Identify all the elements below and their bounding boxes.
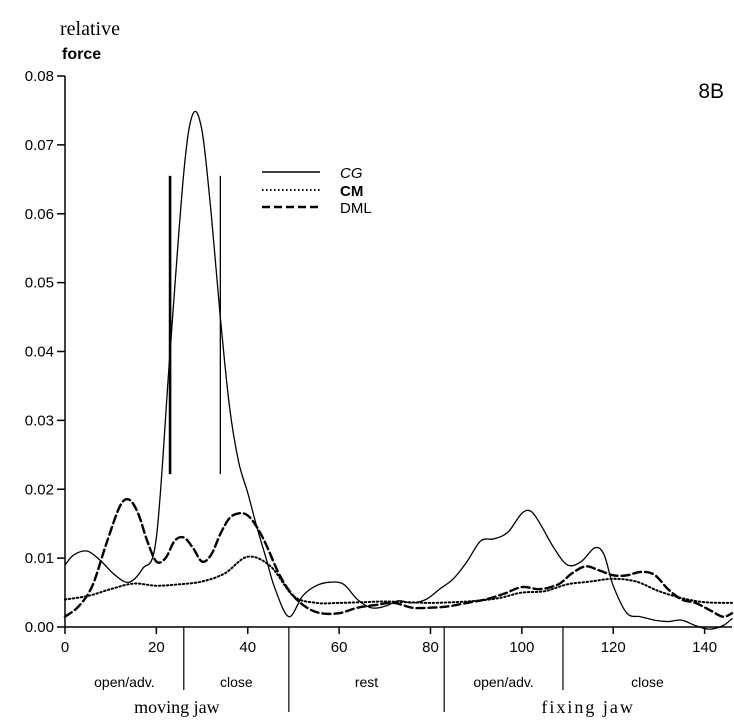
legend-label-cg: CG [340,165,363,182]
phase-label-2: rest [355,674,378,690]
group-label-1: fixing jaw [541,697,635,717]
y-tick-label-1: 0.01 [25,550,54,567]
x-tick-label-3: 60 [331,639,348,656]
group-labels: moving jaw fixing jaw [134,697,635,717]
legend-label-cm: CM [340,183,363,200]
y-axis: 0.00 0.01 0.02 0.03 0.04 0.05 0.06 0.07 0.08 [25,68,66,636]
y-tick-label-7: 0.07 [25,137,54,154]
series-line-dml [63,497,734,618]
x-tick-label-4: 80 [422,639,439,656]
y-axis-title-line1: relative [60,18,120,40]
phase-label-4: close [631,674,664,690]
x-tick-label-0: 0 [61,639,69,656]
legend-label-dml: DML [340,200,372,217]
y-tick-label-3: 0.03 [25,412,54,429]
y-tick-label-5: 0.05 [25,275,54,292]
series-line-cm [64,555,733,605]
y-tick-label-4: 0.04 [25,344,54,361]
x-tick-label-7: 140 [692,639,717,656]
x-axis: 0 20 40 60 80 100 120 140 [61,626,732,656]
y-tick-label-6: 0.06 [25,206,54,223]
annotation-bars [168,175,221,475]
x-tick-label-1: 20 [148,639,165,656]
series-line-cg [64,110,733,630]
phase-label-0: open/adv. [94,674,154,690]
phase-dividers [183,627,564,712]
group-label-0: moving jaw [134,697,220,717]
y-tick-label-2: 0.02 [25,481,54,498]
panel-label: 8B [698,80,724,103]
phase-label-1: close [220,674,253,690]
phase-label-3: open/adv. [473,674,533,690]
x-tick-label-2: 40 [239,639,256,656]
phase-labels: open/adv. close rest open/adv. close [94,674,664,690]
series-lines [63,110,734,630]
x-tick-label-6: 120 [601,639,626,656]
x-tick-label-5: 100 [509,639,534,656]
y-tick-label-8: 0.08 [25,68,54,85]
y-tick-label-0: 0.00 [25,619,54,636]
legend: CG CM DML [262,165,372,217]
y-axis-title-line2: force [62,46,101,63]
